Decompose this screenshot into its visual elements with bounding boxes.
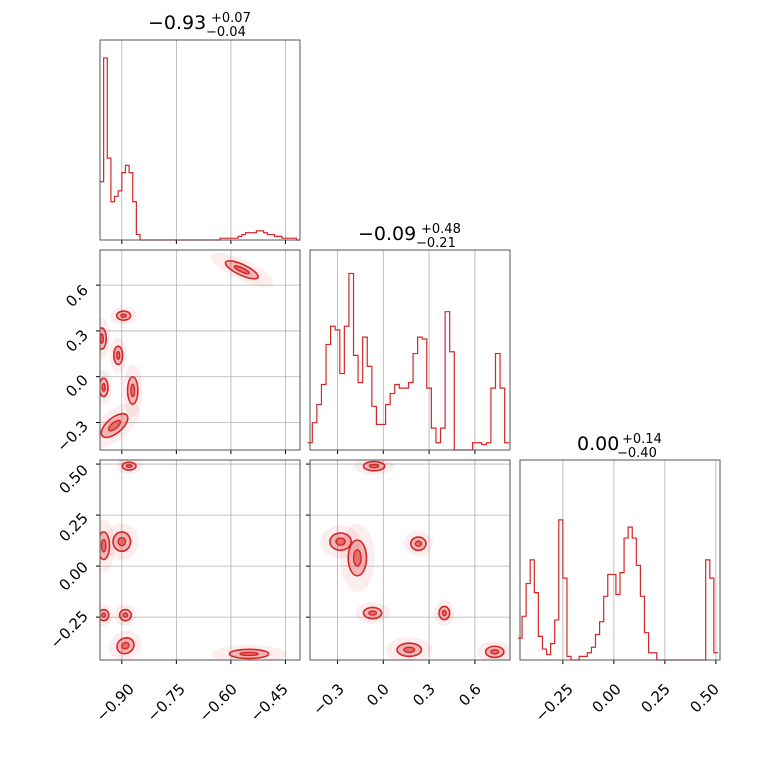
joint-p1_p3-contours: [100, 460, 287, 660]
tick-label-p1x-0: −0.90: [93, 680, 138, 725]
tick-label-p3y-1: 0.25: [55, 509, 91, 545]
title-p1: −0.93 +0.07 −0.04: [148, 11, 251, 40]
hist-p1-frame: [99, 39, 301, 241]
contour-inner-p1_p3-5: [121, 641, 130, 650]
joint-p2_p3-contours: [320, 460, 510, 660]
tick-label-p3x-1: 0.00: [588, 680, 624, 716]
contour-inner-p1_p3-1: [100, 538, 107, 553]
tick-label-p3x-3: 0.50: [686, 680, 722, 716]
joint-p1_p2-frame: [99, 249, 301, 451]
contour-inner-p1_p2-6: [107, 419, 122, 432]
tick-label-p3x-0: −0.25: [532, 680, 577, 725]
title-p3-sub: −0.40: [617, 446, 657, 461]
contour-inner-p1_p2-1: [100, 333, 104, 344]
contour-inner-p1_p3-0: [125, 464, 133, 469]
title-p1-value: −0.93: [148, 12, 206, 34]
contour-inner-p2_p3-3: [414, 540, 423, 547]
contour-inner-p2_p3-1: [335, 537, 346, 546]
tick-label-p1x-3: −0.45: [247, 680, 292, 725]
contour-inner-p1_p3-4: [122, 612, 129, 618]
tick-label-p3y-0: 0.50: [55, 461, 91, 497]
tick-label-p2y-2: 0.0: [62, 371, 92, 401]
p2-x-tick-labels: −0.3 0.0 0.3 0.6: [309, 680, 484, 718]
title-p2-value: −0.09: [358, 223, 416, 245]
contour-inner-p2_p3-0: [368, 463, 380, 469]
contour-inner-p2_p3-7: [490, 649, 500, 655]
contour-inner-p1_p2-4: [130, 383, 136, 398]
title-p2-sub: −0.21: [416, 236, 456, 251]
plot-panels: [96, 39, 721, 664]
tick-label-p1x-2: −0.60: [196, 680, 241, 725]
tick-label-p2x-1: 0.0: [363, 680, 393, 710]
title-p1-sub: −0.04: [206, 25, 246, 40]
joint-p2_p3-panel: [306, 459, 511, 664]
tick-label-p2y-3: −0.3: [53, 417, 91, 455]
tick-label-p2x-3: 0.6: [455, 680, 485, 710]
hist-p1-panel: [99, 39, 301, 244]
contour-inner-p2_p3-2: [352, 549, 362, 567]
contour-inner-p1_p3-6: [239, 651, 259, 657]
contour-inner-p1_p2-5: [101, 382, 106, 392]
title-p2: −0.09 +0.48 −0.21: [358, 222, 461, 251]
tick-label-p2y-0: 0.6: [62, 281, 92, 311]
contour-inner-p2_p3-6: [403, 646, 416, 654]
histogram-p2: [307, 272, 510, 451]
title-p1-sup: +0.07: [211, 11, 251, 26]
contour-inner-p1_p3-2: [117, 536, 127, 547]
tick-label-p3y-3: −0.25: [47, 607, 92, 652]
contour-inner-p1_p2-0: [233, 265, 250, 275]
joint-p1_p3-frame: [99, 459, 301, 661]
tick-label-p3x-2: 0.25: [637, 680, 673, 716]
histogram-p1: [100, 57, 300, 241]
tick-label-p2x-0: −0.3: [309, 680, 347, 718]
p3-y-tick-labels: 0.50 0.25 0.00 −0.25: [47, 461, 92, 652]
svg-text:−0.93: −0.93: [148, 12, 206, 34]
contour-inner-p2_p3-4: [368, 610, 378, 616]
contour-inner-p1_p3-3: [101, 612, 107, 618]
joint-p2_p3-frame: [309, 459, 511, 661]
joint-p1_p2-contours: [100, 252, 274, 449]
hist-p3-frame: [519, 459, 721, 661]
hist-p3-panel: [517, 459, 721, 664]
p3-x-tick-labels: −0.25 0.00 0.25 0.50: [532, 680, 723, 725]
title-p2-sup: +0.48: [421, 222, 461, 237]
p2-y-tick-labels: 0.6 0.3 0.0 −0.3: [53, 281, 91, 455]
tick-label-p1x-1: −0.75: [144, 680, 189, 725]
title-p3-value: 0.00: [577, 433, 619, 455]
joint-p1_p2-panel: [96, 249, 301, 454]
p1-x-tick-labels: −0.90 −0.75 −0.60 −0.45: [93, 680, 292, 725]
contour-inner-p1_p2-3: [116, 350, 121, 360]
tick-label-p2x-2: 0.3: [409, 680, 439, 710]
title-p3-sup: +0.14: [622, 432, 662, 447]
tick-label-p3y-2: 0.00: [55, 558, 91, 594]
histogram-p3: [517, 519, 718, 661]
contour-inner-p2_p3-5: [441, 609, 447, 617]
title-p3: 0.00 +0.14 −0.40: [577, 432, 662, 461]
hist-p2-panel: [307, 249, 511, 454]
contour-inner-p1_p2-2: [120, 313, 128, 318]
hist-p2-frame: [309, 249, 511, 451]
tick-label-p2y-1: 0.3: [62, 326, 92, 356]
joint-p1_p3-panel: [96, 459, 301, 664]
